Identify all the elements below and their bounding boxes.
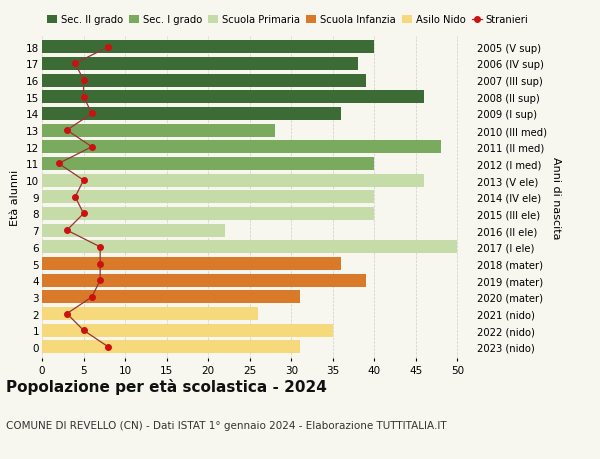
Bar: [42, 124, 275, 137]
Bar: [42, 91, 424, 104]
Bar: [42, 324, 333, 337]
Bar: [42, 308, 258, 320]
Bar: [42, 58, 358, 71]
Bar: [42, 74, 366, 87]
Text: COMUNE DI REVELLO (CN) - Dati ISTAT 1° gennaio 2024 - Elaborazione TUTTITALIA.IT: COMUNE DI REVELLO (CN) - Dati ISTAT 1° g…: [6, 420, 446, 430]
Bar: [42, 108, 341, 121]
Legend: Sec. II grado, Sec. I grado, Scuola Primaria, Scuola Infanzia, Asilo Nido, Stran: Sec. II grado, Sec. I grado, Scuola Prim…: [47, 15, 529, 25]
Bar: [42, 291, 299, 304]
Bar: [42, 241, 457, 254]
Bar: [42, 191, 374, 204]
Bar: [42, 274, 366, 287]
Bar: [42, 224, 225, 237]
Bar: [42, 341, 299, 354]
Bar: [42, 174, 424, 187]
Bar: [42, 141, 441, 154]
Y-axis label: Anni di nascita: Anni di nascita: [551, 156, 560, 239]
Bar: [42, 207, 374, 220]
Bar: [42, 257, 341, 270]
Bar: [42, 157, 374, 171]
Text: Popolazione per età scolastica - 2024: Popolazione per età scolastica - 2024: [6, 379, 327, 395]
Bar: [42, 41, 374, 54]
Y-axis label: Età alunni: Età alunni: [10, 169, 20, 225]
